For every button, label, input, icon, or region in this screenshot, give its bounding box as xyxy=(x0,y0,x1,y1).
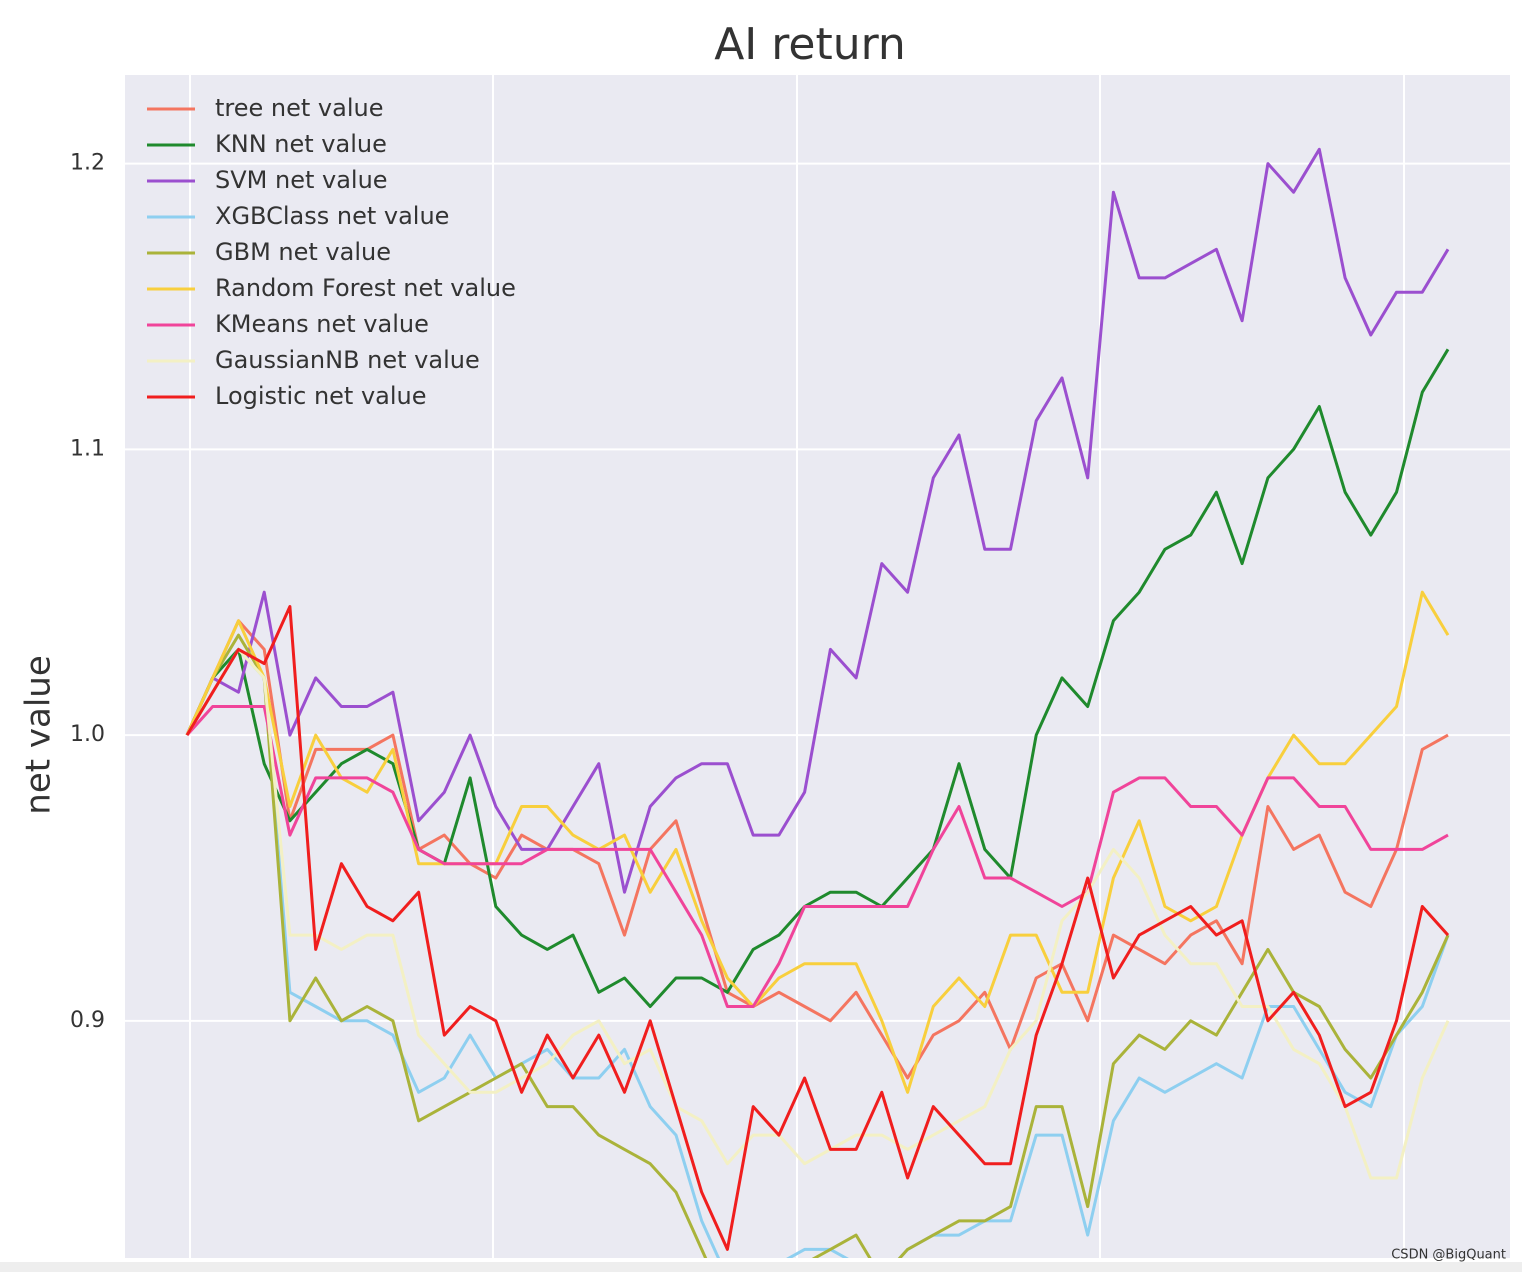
series-line xyxy=(185,147,1450,894)
legend-label: tree net value xyxy=(215,94,383,122)
series-line xyxy=(185,590,1450,1094)
legend-label: KMeans net value xyxy=(215,310,429,338)
y-grid xyxy=(125,162,1510,1022)
chart-title: AI return xyxy=(714,19,906,70)
legend-label: XGBClass net value xyxy=(215,202,449,230)
y-tick-label: 1.2 xyxy=(70,151,105,176)
plot-area xyxy=(125,75,1510,1258)
y-tick-label: 1.0 xyxy=(70,722,105,747)
y-axis-label: net value xyxy=(19,655,59,814)
legend-label: Random Forest net value xyxy=(215,274,516,302)
series-line xyxy=(185,647,1450,1258)
legend: tree net value KNN net value SVM net value… xyxy=(147,94,516,410)
legend-label: Logistic net value xyxy=(215,382,427,410)
series-line xyxy=(185,705,1449,1008)
legend-label: GBM net value xyxy=(215,238,391,266)
series-line xyxy=(185,619,1449,1080)
legend-label: GaussianNB net value xyxy=(215,346,480,374)
bottom-bar xyxy=(0,1262,1522,1272)
lines xyxy=(185,147,1450,1258)
watermark: CSDN @BigQuant xyxy=(1391,1248,1506,1263)
y-tick-label: 1.1 xyxy=(70,436,105,461)
y-tick-label: 0.9 xyxy=(70,1008,105,1033)
legend-label: KNN net value xyxy=(215,130,387,158)
series-line xyxy=(185,647,1450,1180)
legend-label: SVM net value xyxy=(215,166,388,194)
series-line xyxy=(185,348,1450,1008)
series-line xyxy=(185,605,1450,1251)
